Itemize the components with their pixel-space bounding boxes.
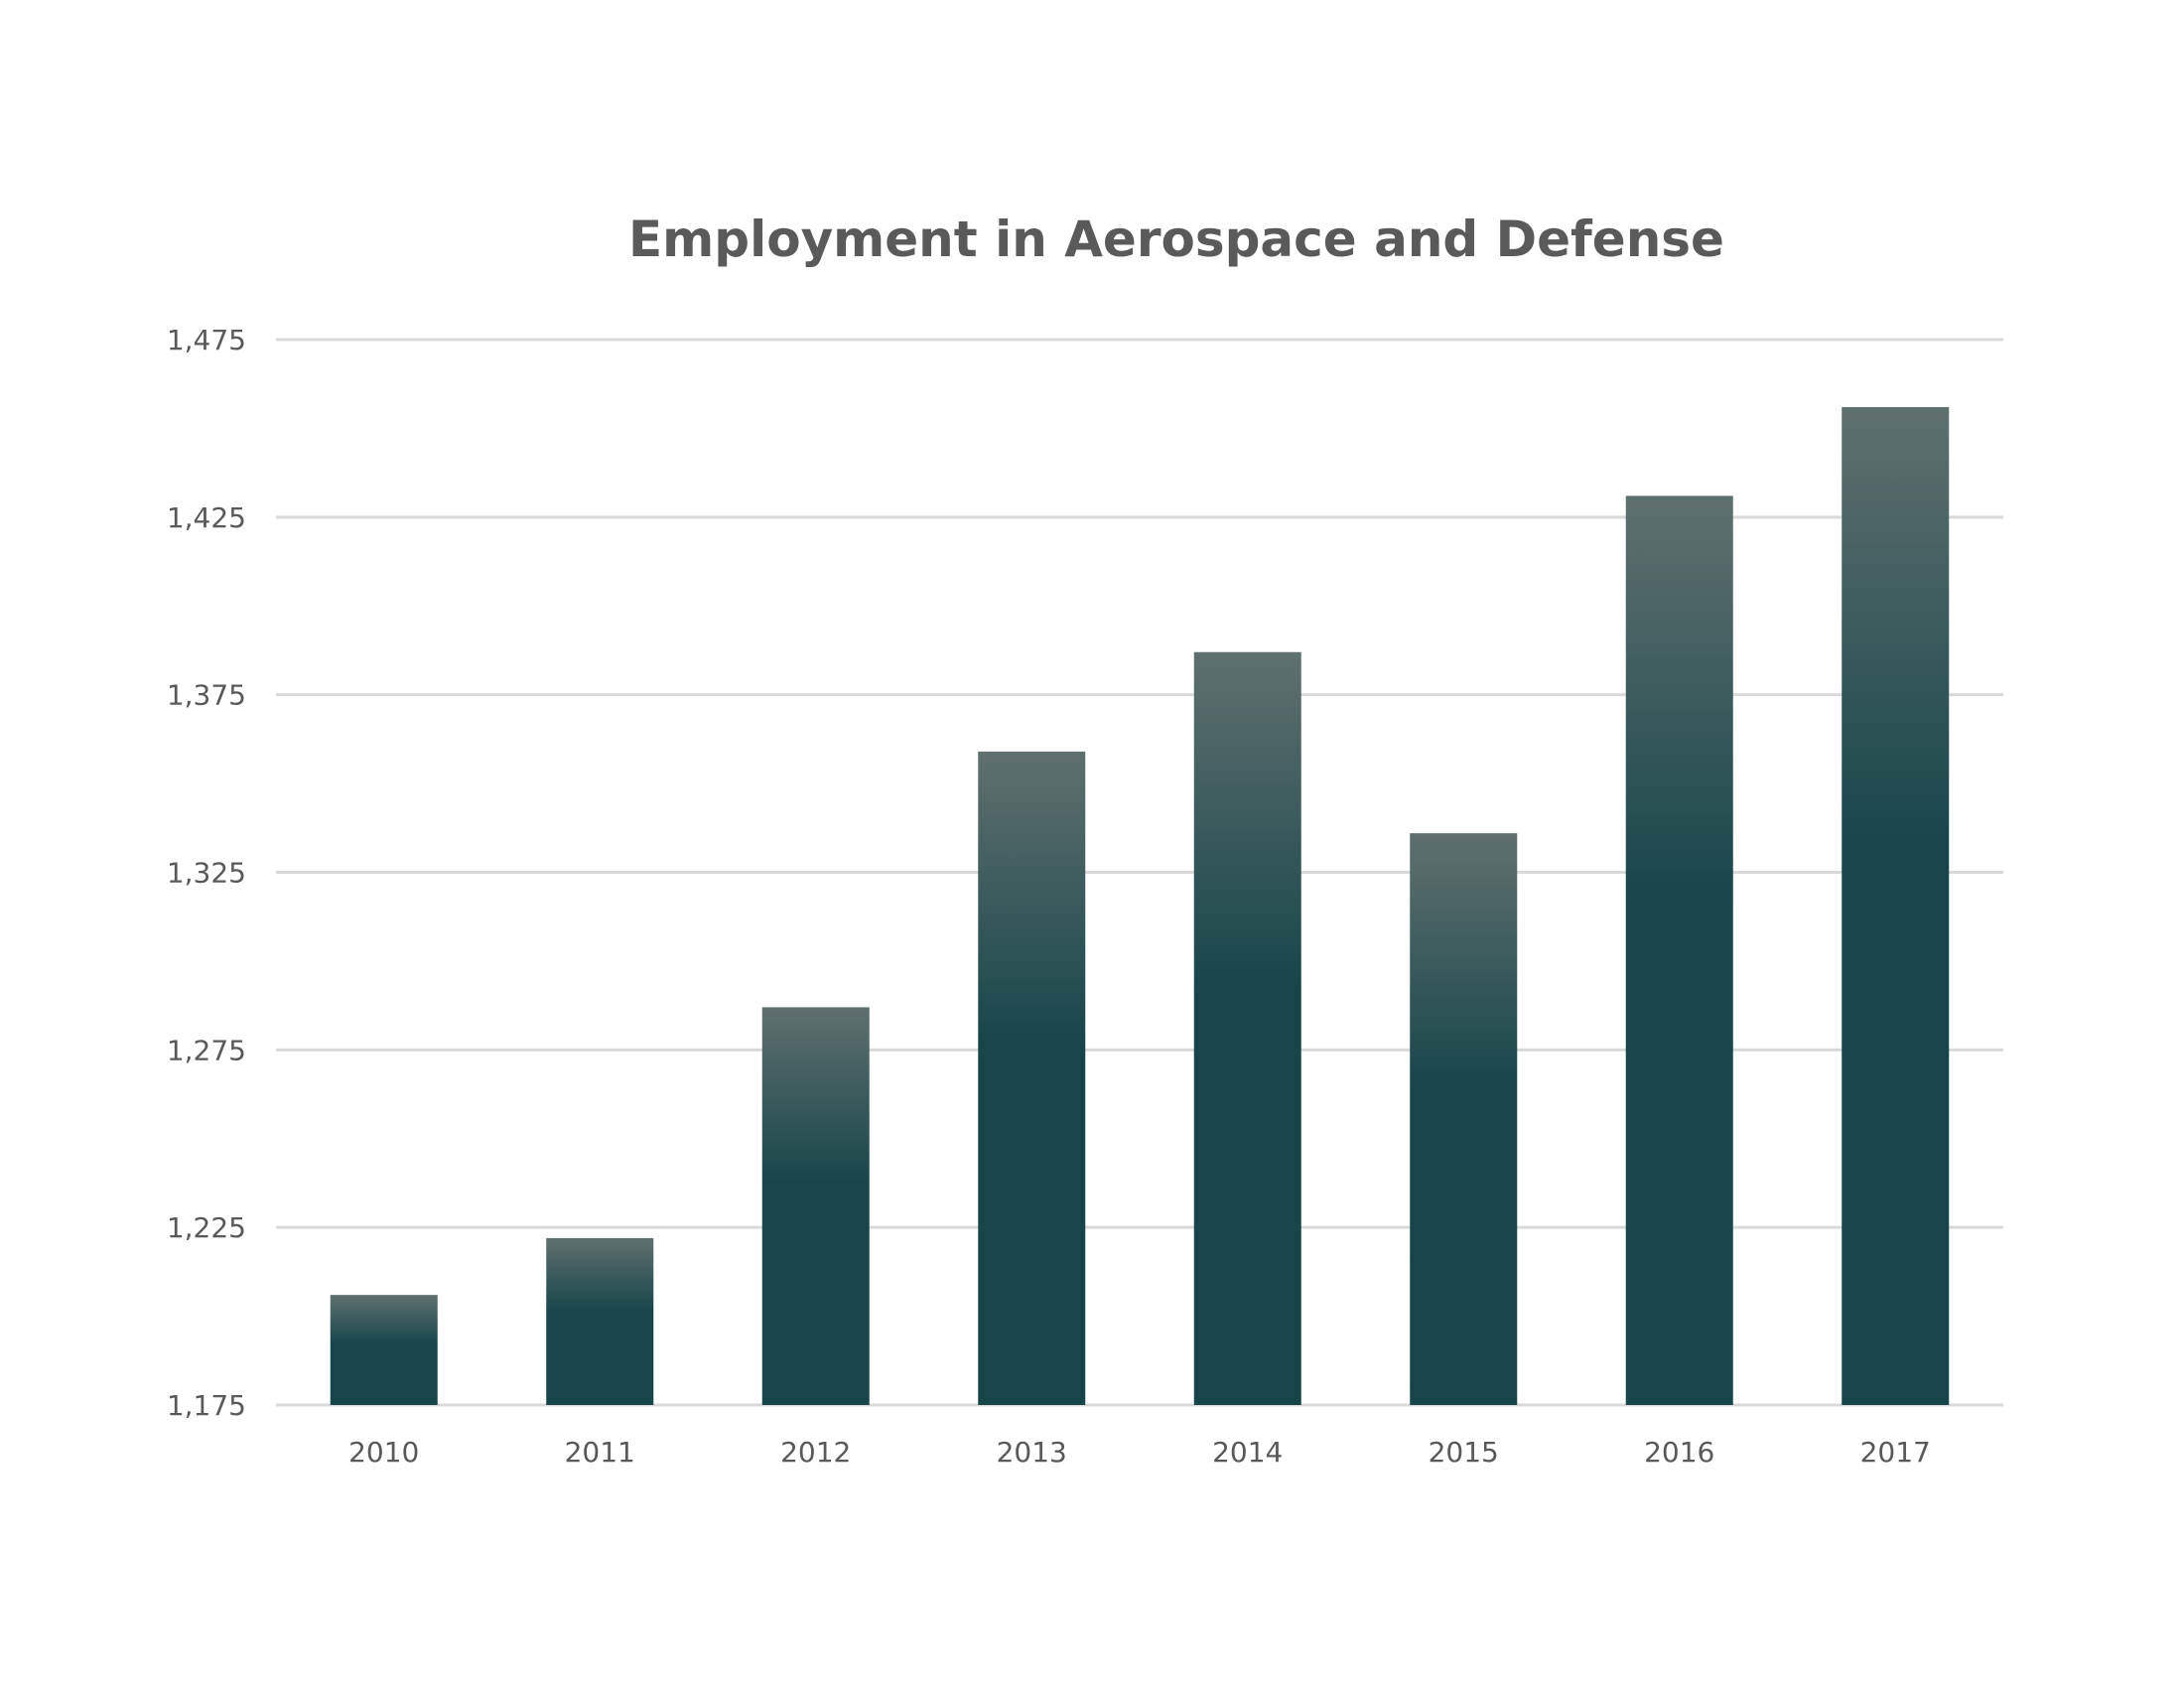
x-tick-label: 2017 xyxy=(1860,1436,1931,1469)
x-tick-label: 2014 xyxy=(1212,1436,1283,1469)
x-tick-label: 2015 xyxy=(1429,1436,1499,1469)
y-tick-label: 1,325 xyxy=(167,857,246,890)
bar-2011 xyxy=(546,1237,654,1405)
y-tick-label: 1,425 xyxy=(167,501,246,534)
bar-2016 xyxy=(1625,495,1733,1406)
bar-2013 xyxy=(978,751,1086,1405)
x-tick-label: 2013 xyxy=(997,1436,1067,1469)
bar-2017 xyxy=(1842,406,1950,1405)
bar-2014 xyxy=(1193,651,1301,1405)
y-tick-label: 1,475 xyxy=(167,324,246,356)
gridlines xyxy=(276,338,2003,1407)
bar-2015 xyxy=(1410,833,1518,1405)
x-tick-label: 2012 xyxy=(780,1436,851,1469)
bar-2010 xyxy=(330,1295,438,1405)
y-tick-label: 1,225 xyxy=(167,1211,246,1244)
y-tick-label: 1,375 xyxy=(167,679,246,712)
x-tick-label: 2016 xyxy=(1644,1436,1714,1469)
y-axis-labels: 1,175 1,225 1,275 1,325 1,375 1,425 1,475 xyxy=(167,324,246,1422)
x-tick-label: 2010 xyxy=(348,1436,419,1469)
y-tick-label: 1,175 xyxy=(167,1389,246,1422)
x-axis-labels: 2010 2011 2012 2013 2014 2015 2016 2017 xyxy=(348,1436,1931,1469)
y-tick-label: 1,275 xyxy=(167,1034,246,1066)
x-tick-label: 2011 xyxy=(565,1436,635,1469)
chart-title: Employment in Aerospace and Defense xyxy=(628,211,1724,268)
bar-2012 xyxy=(761,1007,870,1405)
bars xyxy=(330,406,1950,1406)
